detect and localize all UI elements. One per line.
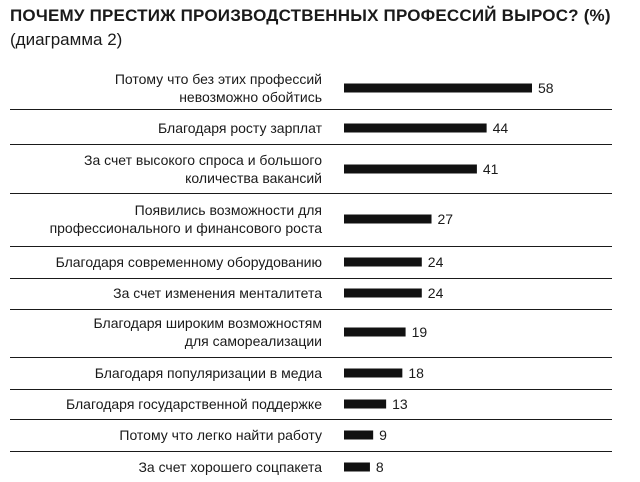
- bar: [344, 123, 487, 133]
- value-label: 8: [376, 459, 384, 475]
- category-label: За счет изменения менталитета: [113, 285, 322, 301]
- category-label: Благодаря широким возможностям: [94, 315, 322, 331]
- value-label: 13: [392, 396, 408, 412]
- category-label: Благодаря современному оборудованию: [56, 254, 322, 270]
- value-label: 44: [493, 120, 509, 136]
- bar: [344, 164, 477, 174]
- bar: [344, 368, 403, 378]
- category-label: Потому что без этих профессий: [115, 71, 322, 87]
- bar: [344, 214, 432, 224]
- category-label: количества вакансий: [185, 170, 322, 186]
- value-label: 58: [538, 80, 554, 96]
- chart-subtitle: (диаграмма 2): [10, 30, 123, 49]
- bar: [344, 327, 406, 337]
- bar: [344, 83, 532, 93]
- value-label: 19: [412, 324, 428, 340]
- bar: [344, 430, 374, 440]
- category-label: Благодаря популяризации в медиа: [95, 365, 322, 381]
- value-label: 9: [379, 427, 387, 443]
- value-label: 24: [428, 285, 444, 301]
- value-label: 27: [438, 211, 454, 227]
- bar: [344, 462, 370, 472]
- value-label: 41: [483, 161, 499, 177]
- category-label: За счет высокого спроса и большого: [84, 152, 322, 168]
- bar: [344, 257, 422, 267]
- bar: [344, 288, 422, 298]
- value-label: 18: [408, 365, 424, 381]
- category-label: За счет хорошего соцпакета: [138, 459, 322, 475]
- category-label: невозможно обойтись: [179, 89, 322, 105]
- category-label: Потому что легко найти работу: [119, 427, 322, 443]
- value-label: 24: [428, 254, 444, 270]
- category-label: для самореализации: [185, 333, 322, 349]
- bar: [344, 399, 387, 409]
- category-label: Благодаря росту зарплат: [158, 120, 323, 136]
- category-label: Появились возможности для: [135, 202, 322, 218]
- chart-title: ПОЧЕМУ ПРЕСТИЖ ПРОИЗВОДСТВЕННЫХ ПРОФЕССИ…: [10, 6, 611, 25]
- category-label: Благодаря государственной поддержке: [66, 396, 322, 412]
- category-label: профессионального и финансового роста: [50, 220, 323, 236]
